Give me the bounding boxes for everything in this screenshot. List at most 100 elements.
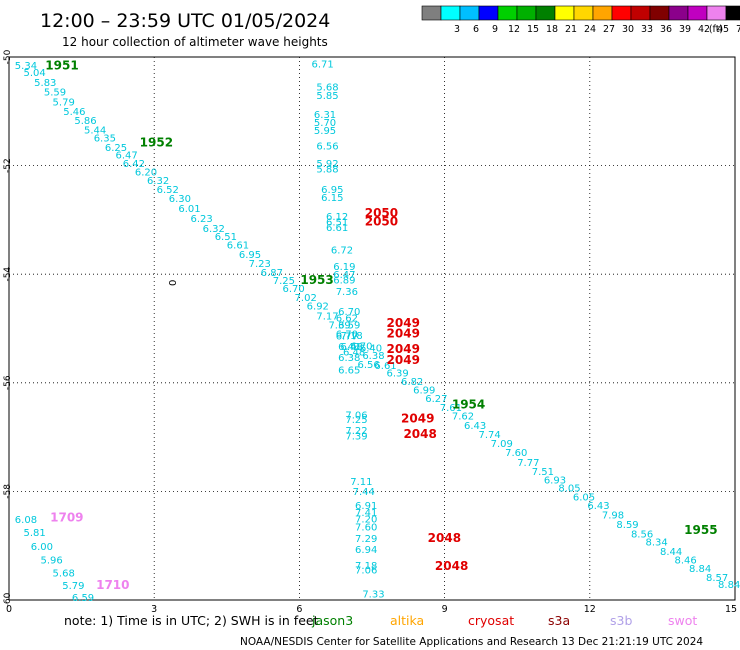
grid-lines [9, 57, 735, 600]
wave-height-point: 5.83 [34, 78, 56, 89]
wave-height-point: 6.15 [321, 193, 343, 204]
colorbar-label: 33 [641, 24, 653, 35]
colorbar-swatch [421, 5, 442, 21]
wave-height-point: 6.08 [15, 515, 37, 526]
wave-height-point: 6.47 [333, 270, 355, 281]
satellite-legend-item: altika [390, 613, 424, 628]
wave-height-point: 5.88 [316, 165, 338, 176]
wave-height-point: 6.43 [338, 342, 360, 353]
wave-height-point: 6.89 [333, 275, 355, 286]
colorbar-label: 15 [527, 24, 539, 35]
satellite-legend-item: jason3 [311, 613, 353, 628]
wave-height-point: 5.04 [24, 68, 46, 79]
colorbar-swatch [478, 5, 499, 21]
wave-height-point: 6.95 [321, 185, 343, 196]
plot-frame [8, 56, 736, 601]
wave-height-point: 6.93 [544, 475, 566, 486]
colorbar-label: 3 [454, 24, 460, 35]
colorbar-label: 70 [736, 24, 740, 35]
wave-height-point: 6.43 [587, 501, 609, 512]
wave-height-point: 7.29 [355, 534, 377, 545]
wave-height-points: 5.345.045.835.595.795.465.865.446.356.25… [15, 59, 740, 604]
y-tick-label: -50 [3, 49, 13, 64]
wave-height-point: 7.51 [532, 467, 554, 478]
wave-height-point: 6.31 [314, 110, 336, 121]
wave-height-point: 8.84 [689, 564, 711, 575]
wave-height-point: 6.00 [31, 542, 53, 553]
wave-height-point: 6.32 [147, 176, 169, 187]
wave-height-point: 6.59 [338, 321, 360, 332]
wave-height-point: 7.98 [602, 511, 624, 522]
wave-height-point: 6.51 [215, 232, 237, 243]
pass-time-label: 2048 [435, 559, 468, 573]
wave-height-point: 6.27 [425, 394, 447, 405]
wave-height-point: 6.30 [169, 194, 191, 205]
pass-time-label: 1952 [140, 136, 173, 150]
wave-height-point: 6.23 [191, 214, 213, 225]
colorbar-swatch [459, 5, 480, 21]
colorbar-swatch [554, 5, 575, 21]
colorbar-swatch [440, 5, 461, 21]
wave-height-point: 6.51 [326, 217, 348, 228]
wave-height-point: 6.19 [333, 262, 355, 273]
satellite-legend: jason3 altika cryosat s3a s3b swot [311, 613, 697, 628]
colorbar-swatch [687, 5, 708, 21]
satellite-legend-item: s3b [610, 613, 632, 628]
y-tick-label: -60 [3, 592, 13, 607]
wave-height-point: 6.43 [464, 421, 486, 432]
pass-time-label: 1953 [300, 273, 333, 287]
wave-height-point: 6.56 [316, 141, 338, 152]
wave-height-point: 8.46 [675, 556, 697, 567]
wave-height-point: 5.85 [316, 91, 338, 102]
colorbar-swatch [668, 5, 689, 21]
wave-height-point: 7.09 [491, 439, 513, 450]
y-tick-label: -52 [3, 158, 13, 173]
wave-height-point: 8.05 [558, 483, 580, 494]
pass-time-label: 2049 [387, 353, 420, 367]
wave-height-point: 7.02 [295, 293, 317, 304]
wave-height-point: 5.79 [62, 581, 84, 592]
colorbar-unit-label: (ft) [709, 24, 723, 35]
wave-height-point: 7.33 [362, 589, 384, 600]
wave-height-point: 6.95 [239, 250, 261, 261]
wave-height-point: 8.57 [706, 573, 728, 584]
wave-height-point: 6.61 [227, 241, 249, 252]
wave-height-point: 6.59 [72, 593, 94, 604]
wave-height-point: 7.06 [345, 411, 367, 422]
colorbar-swatch [630, 5, 651, 21]
wave-height-point: 7.25 [345, 415, 367, 426]
pass-time-label: 1710 [96, 578, 129, 592]
colorbar-swatch [611, 5, 632, 21]
pass-time-label: 1951 [45, 58, 78, 72]
wave-height-point: 6.70 [336, 330, 358, 341]
pass-time-label: 2048 [428, 531, 461, 545]
wave-height-point: 5.68 [53, 569, 75, 580]
wave-height-point: 6.87 [261, 268, 283, 279]
wave-height-point: 6.38 [362, 351, 384, 362]
wave-height-point: 7.62 [452, 412, 474, 423]
pass-time-labels: 1951195219531954195520502050204920492049… [45, 58, 717, 592]
colorbar-label: 42 [698, 24, 710, 35]
wave-height-point: 6.65 [338, 366, 360, 377]
wave-height-point: 7.20 [355, 514, 377, 525]
chart-subtitle: 12 hour collection of altimeter wave hei… [62, 35, 328, 49]
wave-height-point: 7.06 [355, 565, 377, 576]
y-tick-label: -54 [3, 267, 13, 282]
wave-height-point: 5.96 [40, 556, 62, 567]
wave-height-point: 7.41 [355, 508, 377, 519]
x-tick-label: 15 [725, 604, 737, 615]
wave-height-point: 7.74 [478, 430, 500, 441]
wave-height-point: 6.48 [343, 348, 365, 359]
pass-time-label: 2049 [387, 316, 420, 330]
x-axis-ticks: 0 3 6 9 12 15 [6, 604, 737, 615]
pass-time-label: 2050 [365, 206, 398, 220]
wave-height-point: 6.48 [341, 342, 363, 353]
colorbar-label: 6 [473, 24, 479, 35]
x-tick-label: 0 [6, 604, 12, 615]
colorbar-label: 24 [584, 24, 596, 35]
x-tick-label: 12 [584, 604, 596, 615]
wave-height-point: 7.39 [345, 431, 367, 442]
colorbar-label: 12 [508, 24, 520, 35]
